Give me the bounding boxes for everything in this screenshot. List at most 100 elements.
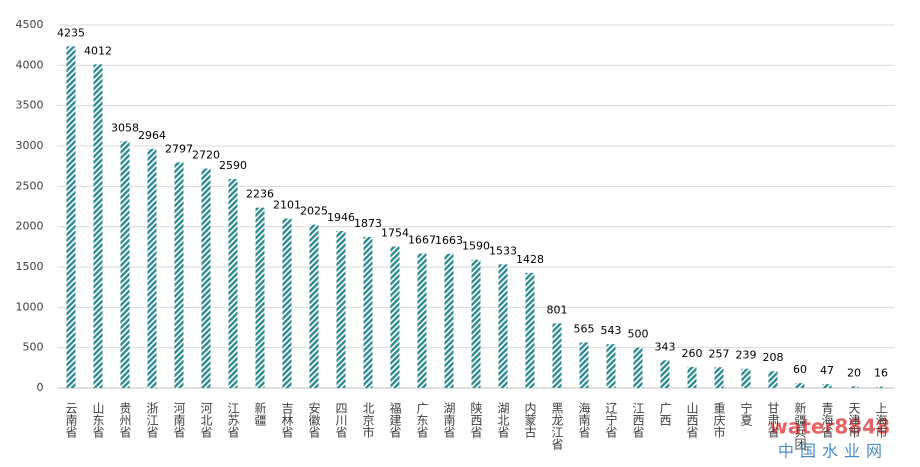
watermark-logo: water8848 bbox=[769, 415, 890, 439]
y-tick-label: 4500 bbox=[16, 18, 44, 31]
data-label: 208 bbox=[763, 351, 784, 364]
bar bbox=[876, 386, 886, 388]
data-label: 2964 bbox=[138, 129, 166, 142]
data-label: 1667 bbox=[408, 234, 436, 247]
x-tick-label: 宁夏 bbox=[739, 401, 753, 426]
data-label: 2720 bbox=[192, 149, 220, 162]
x-tick-label: 新疆 bbox=[253, 401, 267, 426]
data-label: 565 bbox=[574, 322, 595, 335]
x-tick-label: 广西 bbox=[658, 402, 672, 426]
x-tick-label: 河南省 bbox=[172, 402, 186, 438]
x-tick-label: 山东省 bbox=[91, 402, 105, 438]
data-label: 2101 bbox=[273, 199, 301, 212]
data-label: 543 bbox=[601, 324, 622, 337]
data-label: 16 bbox=[874, 367, 888, 380]
data-label: 343 bbox=[655, 340, 676, 353]
x-tick-label: 浙江省 bbox=[145, 402, 159, 438]
x-tick-label: 辽宁省 bbox=[604, 402, 618, 438]
x-tick-label: 黑龙江省 bbox=[550, 402, 564, 450]
data-label: 1428 bbox=[516, 253, 544, 266]
bar bbox=[471, 259, 481, 388]
y-tick-label: 2000 bbox=[16, 220, 44, 233]
bar bbox=[120, 141, 130, 388]
bar bbox=[255, 207, 265, 388]
bar bbox=[525, 272, 535, 388]
x-tick-label: 吉林省 bbox=[280, 402, 294, 438]
x-tick-label: 贵州省 bbox=[118, 402, 132, 438]
x-tick-label: 四川省 bbox=[334, 402, 348, 438]
bar bbox=[714, 367, 724, 388]
y-tick-label: 1500 bbox=[16, 260, 44, 273]
bar bbox=[768, 371, 778, 388]
data-label: 260 bbox=[682, 347, 703, 360]
y-tick-label: 0 bbox=[37, 381, 44, 394]
data-label: 20 bbox=[847, 366, 861, 379]
data-label: 801 bbox=[547, 303, 568, 316]
bar bbox=[579, 342, 589, 388]
bar bbox=[390, 246, 400, 388]
x-tick-label: 甘肃省 bbox=[766, 402, 780, 438]
bar bbox=[228, 179, 238, 388]
bar bbox=[741, 368, 751, 388]
bar bbox=[687, 367, 697, 388]
x-tick-label: 广东省 bbox=[415, 402, 429, 438]
data-label: 1663 bbox=[435, 234, 463, 247]
watermark-site: 中国水业网 bbox=[778, 442, 888, 461]
x-tick-label: 海南省 bbox=[577, 401, 591, 438]
bar bbox=[336, 231, 346, 388]
x-tick-label: 福建省 bbox=[388, 401, 402, 438]
x-tick-label: 新疆兵团 bbox=[793, 401, 807, 451]
bar bbox=[849, 386, 859, 388]
bar bbox=[633, 347, 643, 388]
bar bbox=[498, 264, 508, 388]
x-tick-label: 内蒙古 bbox=[523, 402, 537, 438]
data-label: 60 bbox=[793, 363, 807, 376]
data-label: 3058 bbox=[111, 121, 139, 134]
bar bbox=[822, 384, 832, 388]
x-tick-label: 安徽省 bbox=[307, 401, 321, 438]
x-tick-label: 湖北省 bbox=[496, 401, 510, 438]
data-label: 1946 bbox=[327, 211, 355, 224]
x-tick-label: 山西省 bbox=[685, 402, 699, 438]
bar bbox=[552, 323, 562, 388]
bar bbox=[417, 253, 427, 388]
x-tick-label: 江苏省 bbox=[226, 402, 240, 438]
bar bbox=[795, 383, 805, 388]
y-tick-label: 3000 bbox=[16, 139, 44, 152]
y-tick-label: 1000 bbox=[16, 300, 44, 313]
bar bbox=[282, 218, 292, 388]
data-label: 1754 bbox=[381, 227, 409, 240]
data-label: 2797 bbox=[165, 142, 193, 155]
x-tick-label: 江西省 bbox=[631, 402, 645, 438]
data-label: 4012 bbox=[84, 44, 112, 57]
y-tick-label: 4000 bbox=[16, 58, 44, 71]
data-label: 257 bbox=[709, 347, 730, 360]
x-tick-label: 天津市 bbox=[847, 402, 861, 438]
y-tick-label: 500 bbox=[23, 341, 44, 354]
bar bbox=[363, 236, 373, 388]
bar bbox=[147, 148, 157, 388]
bar bbox=[201, 168, 211, 388]
bar bbox=[174, 162, 184, 388]
bar bbox=[93, 64, 103, 389]
x-tick-label: 云南省 bbox=[64, 402, 78, 438]
data-label: 47 bbox=[820, 364, 834, 377]
bar bbox=[660, 360, 670, 388]
bar bbox=[606, 344, 616, 388]
x-tick-label: 上海市 bbox=[874, 402, 888, 438]
data-label: 1873 bbox=[354, 217, 382, 230]
data-label: 2590 bbox=[219, 159, 247, 172]
data-label: 2236 bbox=[246, 188, 274, 201]
bar bbox=[444, 253, 454, 388]
bar bbox=[309, 224, 319, 388]
y-tick-label: 2500 bbox=[16, 179, 44, 192]
x-tick-label: 河北省 bbox=[199, 402, 213, 438]
x-tick-label: 北京市 bbox=[361, 402, 375, 438]
data-label: 500 bbox=[628, 328, 649, 341]
x-tick-label: 陕西省 bbox=[469, 401, 483, 438]
data-label: 1533 bbox=[489, 244, 517, 257]
data-label: 2025 bbox=[300, 205, 328, 218]
data-label: 239 bbox=[736, 349, 757, 362]
x-tick-label: 青海省 bbox=[820, 402, 834, 438]
